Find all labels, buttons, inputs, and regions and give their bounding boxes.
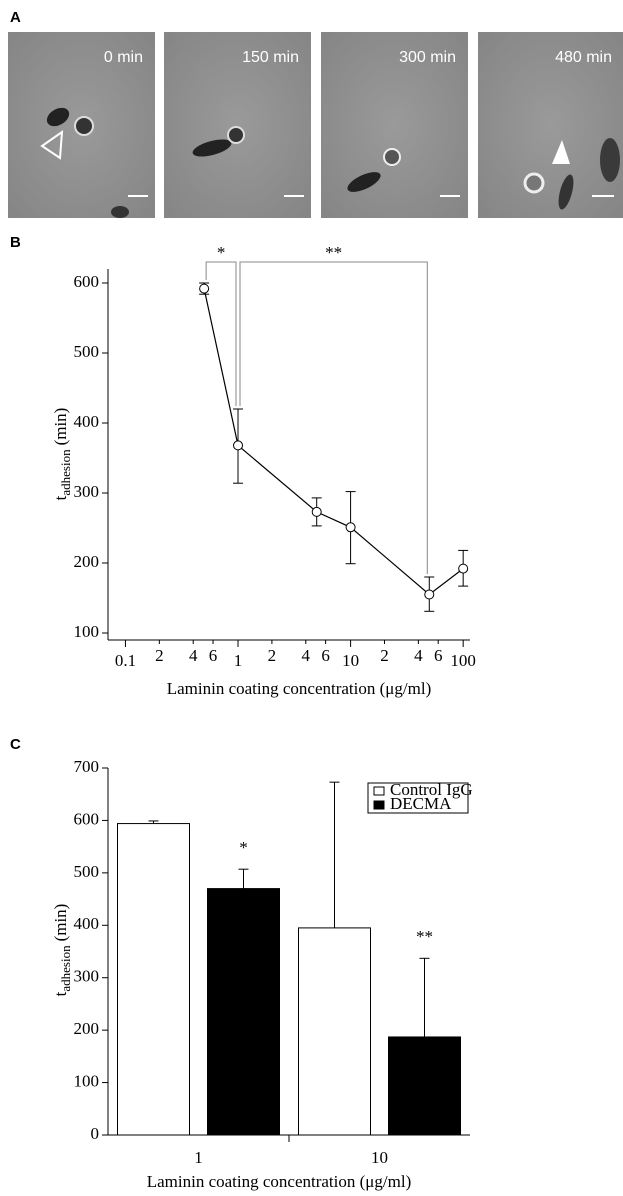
bar — [298, 927, 371, 1136]
y-axis-unit: (min) — [51, 904, 70, 942]
y-tick-label: 300 — [74, 967, 100, 986]
legend-swatch — [373, 800, 385, 810]
y-tick-label: 500 — [74, 342, 100, 361]
panel-label: A — [10, 9, 21, 26]
y-axis-symbol: t — [51, 991, 70, 996]
data-point — [345, 522, 356, 533]
panel-label: B — [10, 234, 21, 251]
significance-bracket — [239, 261, 428, 574]
time-label: 0 min — [104, 49, 143, 66]
bar — [388, 1036, 461, 1136]
y-tick-label: 200 — [74, 1019, 100, 1038]
data-point — [233, 440, 244, 451]
data-point — [424, 589, 435, 600]
x-tick-label: 4 — [189, 646, 198, 665]
cell — [46, 107, 70, 127]
bar — [207, 888, 280, 1136]
x-tick-label: 6 — [321, 646, 330, 665]
y-axis-subscript: adhesion — [58, 449, 73, 496]
significance-label: ** — [325, 243, 342, 262]
x-tick-label: 6 — [434, 646, 443, 665]
data-point — [199, 283, 210, 294]
bar — [117, 823, 190, 1136]
time-label: 300 min — [399, 49, 456, 66]
x-tick-label: 4 — [414, 646, 423, 665]
cell — [111, 206, 129, 218]
cell — [523, 172, 545, 194]
significance-label: ** — [416, 927, 433, 946]
x-tick-label: 4 — [302, 646, 311, 665]
y-tick-label: 0 — [91, 1124, 100, 1143]
y-tick-label: 600 — [74, 272, 100, 291]
x-tick-label: 100 — [450, 651, 476, 670]
x-axis-label: Laminin coating concentration (μg/ml) — [167, 679, 432, 698]
significance-bracket — [205, 261, 237, 406]
x-tick-label: 1 — [194, 1148, 203, 1167]
data-point — [458, 563, 469, 574]
legend-label: DECMA — [390, 794, 452, 813]
cell — [600, 138, 620, 182]
micrograph — [478, 32, 623, 218]
y-tick-label: 100 — [74, 1071, 100, 1090]
cell — [227, 126, 245, 144]
micrographs: 0 min 150 min 300 min 480 min — [8, 32, 623, 218]
y-tick-label: 100 — [74, 622, 100, 641]
y-tick-label: 600 — [74, 809, 100, 828]
data-point — [311, 506, 322, 517]
y-axis-unit: (min) — [51, 408, 70, 446]
x-axis-label: Laminin coating concentration (μg/ml) — [147, 1172, 412, 1191]
panel-label: C — [10, 736, 21, 753]
legend-label: Control IgG — [390, 780, 473, 799]
y-axis-subscript: adhesion — [58, 945, 73, 992]
time-label: 480 min — [555, 49, 612, 66]
y-tick-label: 300 — [74, 482, 100, 501]
x-tick-label: 2 — [380, 646, 389, 665]
significance-label: * — [217, 243, 226, 262]
legend-box — [367, 782, 469, 814]
y-axis-symbol: t — [51, 495, 70, 500]
y-tick-label: 700 — [74, 757, 100, 776]
micrograph — [321, 32, 468, 218]
x-tick-label: 2 — [155, 646, 164, 665]
arrowhead — [40, 129, 64, 160]
significance-label: * — [239, 838, 248, 857]
cell — [192, 139, 232, 157]
y-tick-label: 500 — [74, 862, 100, 881]
x-tick-label: 0.1 — [115, 651, 136, 670]
cell — [347, 172, 381, 192]
arrowhead — [552, 140, 570, 164]
cell — [558, 174, 574, 210]
y-tick-label: 200 — [74, 552, 100, 571]
legend-swatch — [373, 786, 385, 796]
y-tick-label: 400 — [74, 412, 100, 431]
x-tick-label: 1 — [234, 651, 243, 670]
x-tick-label: 2 — [268, 646, 277, 665]
y-tick-label: 400 — [74, 914, 100, 933]
cell — [74, 116, 94, 136]
x-tick-label: 6 — [209, 646, 218, 665]
y-axis-label: tadhesion (min) — [51, 904, 73, 997]
data-line — [203, 288, 464, 596]
cell — [383, 148, 401, 166]
micrograph — [164, 32, 311, 218]
y-axis-label: tadhesion (min) — [51, 408, 73, 501]
time-label: 150 min — [242, 49, 299, 66]
x-tick-label: 10 — [371, 1148, 388, 1167]
x-tick-label: 10 — [342, 651, 359, 670]
